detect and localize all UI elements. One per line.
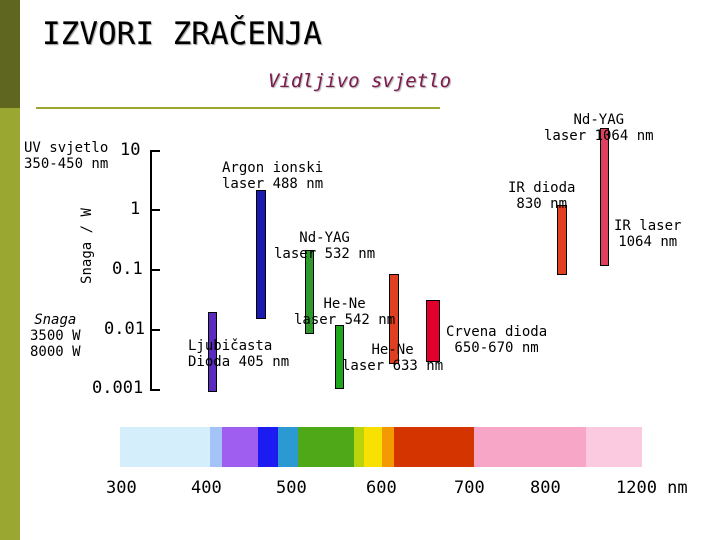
ljubicasta-line-2: Dioda 405 nm	[188, 354, 290, 370]
hene-542-line-2: laser 542 nm	[294, 312, 396, 328]
spectrum-cyan-band	[278, 427, 298, 467]
x-tick-label: 300	[106, 478, 137, 498]
spectrum-lightpink-band	[586, 427, 642, 467]
y-axis-tick	[150, 150, 160, 152]
sidebar-accent-top	[0, 0, 20, 108]
ndyag-1064-line-1: Nd-YAG	[573, 112, 625, 128]
bar-argon-488	[256, 190, 266, 319]
bar-ir-dioda-830	[557, 205, 567, 275]
argon-line-2: laser 488 nm	[222, 176, 324, 192]
spectrum-pink-band	[474, 427, 586, 467]
bar-ndyag-532	[305, 250, 314, 334]
title-area	[20, 0, 720, 108]
snaga-label: Snaga 3500 W 8000 W	[30, 312, 81, 360]
ndyag-532-label: Nd-YAG laser 532 nm	[274, 230, 375, 262]
sidebar-accent	[0, 0, 20, 540]
slide-title: IZVORI ZRAČENJA	[42, 16, 322, 52]
ndyag-1064-label: Nd-YAG laser 1064 nm	[544, 112, 654, 144]
hene-633-line-1: He-Ne	[371, 342, 414, 358]
y-axis-tick	[150, 329, 160, 331]
y-axis-tick	[150, 269, 160, 271]
ir-laser-label: IR laser 1064 nm	[614, 218, 681, 250]
hene-542-line-1: He-Ne	[323, 296, 366, 312]
y-axis-tick	[150, 209, 160, 211]
x-tick-label: 1200 nm	[616, 478, 688, 498]
y-tick-label: 10	[120, 140, 141, 160]
x-tick-label: 700	[454, 478, 485, 498]
ljubicasta-label: Ljubičasta Dioda 405 nm	[188, 338, 289, 370]
ir-dioda-label: IR dioda 830 nm	[508, 180, 575, 212]
crvena-line-1: Crvena dioda	[446, 324, 548, 340]
x-tick-label: 800	[530, 478, 561, 498]
spectrum-violet-light-band	[210, 427, 222, 467]
spectrum-green-band	[298, 427, 354, 467]
x-tick-label: 600	[366, 478, 397, 498]
bar-hene-542	[335, 325, 344, 389]
ndyag-1064-line-2: laser 1064 nm	[544, 128, 654, 144]
y-tick-label: 0.001	[92, 378, 144, 398]
y-tick-label: 0.1	[112, 259, 143, 279]
slide-subtitle: Vidljivo svjetlo	[268, 70, 452, 92]
ndyag-532-line-2: laser 532 nm	[274, 246, 376, 262]
ljubicasta-line-1: Ljubičasta	[188, 338, 273, 354]
spectrum-violet-band	[222, 427, 258, 467]
spectrum-uv-band	[120, 427, 210, 467]
y-tick-label: 1	[130, 199, 141, 219]
argon-label: Argon ionski laser 488 nm	[222, 160, 323, 192]
y-axis-tick	[150, 389, 160, 391]
spectrum-red-band	[394, 427, 474, 467]
x-tick-label: 400	[191, 478, 222, 498]
snaga-line-2: 3500 W	[30, 328, 81, 344]
hene-633-label: He-Ne laser 633 nm	[342, 342, 443, 374]
y-tick-label: 0.01	[104, 319, 145, 339]
hene-542-label: He-Ne laser 542 nm	[294, 296, 395, 328]
ir-dioda-line-1: IR dioda	[508, 180, 576, 196]
bar-ndyag-1064	[600, 128, 609, 266]
spectrum-blue-band	[258, 427, 278, 467]
bar-hene-633	[389, 274, 399, 364]
snaga-line-3: 8000 W	[30, 344, 81, 360]
uv-label: UV svjetlo 350-450 nm	[24, 140, 108, 172]
crvena-dioda-label: Crvena dioda 650-670 nm	[446, 324, 547, 356]
ir-laser-line-2: 1064 nm	[618, 234, 678, 250]
argon-line-1: Argon ionski	[222, 160, 324, 176]
spectrum-yellow-band	[364, 427, 382, 467]
ir-laser-line-1: IR laser	[614, 218, 682, 234]
uv-line-1: UV svjetlo	[24, 140, 109, 156]
bar-ljubicasta-405	[208, 312, 217, 392]
hene-633-line-2: laser 633 nm	[342, 358, 444, 374]
spectrum-lime-band	[354, 427, 364, 467]
x-tick-label: 500	[276, 478, 307, 498]
snaga-line-1: Snaga	[34, 312, 77, 328]
spectrum-orange-band	[382, 427, 394, 467]
ndyag-532-line-1: Nd-YAG	[299, 230, 350, 246]
uv-line-2: 350-450 nm	[24, 156, 109, 172]
y-axis-label: Snaga / W	[79, 208, 95, 284]
title-underline	[36, 107, 440, 109]
crvena-line-2: 650-670 nm	[454, 340, 539, 356]
ir-dioda-line-2: 830 nm	[516, 196, 567, 212]
bar-crvena-dioda	[426, 300, 440, 362]
